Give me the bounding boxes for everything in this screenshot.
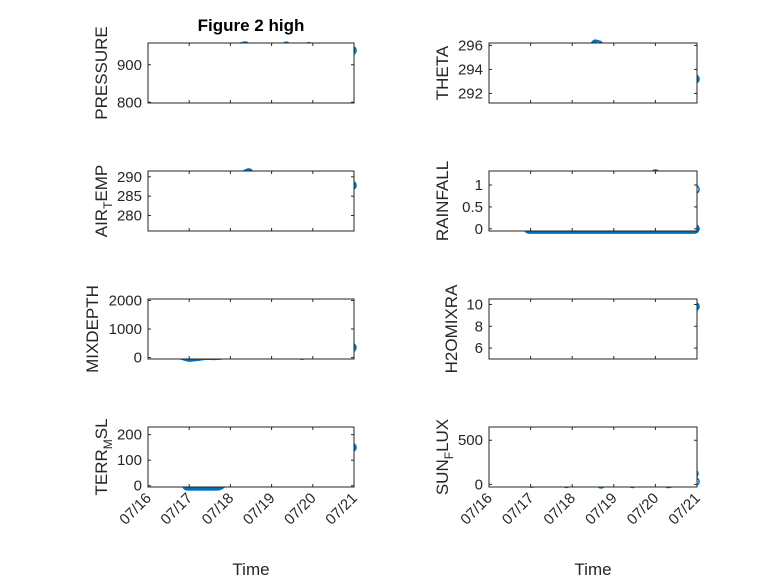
y-axis-label: MIXDEPTH	[83, 285, 102, 373]
y-tick-label: 200	[117, 427, 142, 444]
y-axis-label: RAINFALL	[433, 161, 452, 241]
y-tick-label: 294	[458, 61, 483, 78]
pressure-panel: 800 900 PRESSURE Figure 2 high	[92, 16, 357, 120]
x-tick-label: 07/19	[240, 490, 279, 529]
y-tick-label: 6	[475, 340, 483, 357]
x-tick-label: 07/18	[540, 490, 579, 529]
axes-frame	[147, 426, 355, 488]
y-axis-label: AIRTEMP	[92, 165, 115, 238]
y-axis-label: THETA	[433, 45, 452, 100]
y-tick-label: 285	[117, 188, 142, 205]
y-tick-label: 290	[117, 169, 142, 186]
y-tick-label: 900	[117, 57, 142, 74]
axes-frame	[488, 298, 698, 360]
y-tick-label: 800	[117, 94, 142, 111]
x-tick-label: 07/17	[499, 490, 538, 529]
y-axis-label: H2OMIXRA	[442, 284, 461, 373]
x-tick-label: 07/20	[281, 490, 320, 529]
axes-frame	[147, 42, 355, 104]
y-tick-label: 100	[117, 452, 142, 469]
x-tick-label: 07/17	[157, 490, 196, 529]
y-tick-label: 0	[475, 476, 483, 493]
x-tick-label: 07/20	[624, 490, 663, 529]
theta-panel: 292 294 296 THETA	[433, 37, 700, 104]
x-tick-label: 07/21	[665, 490, 704, 529]
axes-frame	[488, 426, 698, 488]
chart-title: Figure 2 high	[198, 16, 305, 35]
axes-frame	[488, 42, 698, 104]
x-tick-label: 07/16	[457, 490, 496, 529]
x-tick-label: 07/16	[116, 490, 155, 529]
y-tick-label: 0.5	[462, 199, 483, 216]
y-axis-label: PRESSURE	[92, 26, 111, 120]
y-tick-label: 292	[458, 85, 483, 102]
y-tick-label: 10	[466, 296, 483, 313]
y-tick-label: 0	[475, 221, 483, 238]
y-axis-label: SUNFLUX	[433, 419, 456, 495]
x-tick-label: 07/21	[322, 490, 361, 529]
mixdepth-panel: 0 1000 2000 MIXDEPTH	[83, 285, 357, 373]
axes-frame	[147, 170, 355, 232]
y-tick-label: 2000	[109, 292, 142, 309]
axes-frame	[147, 298, 355, 360]
x-axis-label: Time	[574, 560, 611, 579]
y-tick-label: 280	[117, 208, 142, 225]
x-tick-label: 07/19	[582, 490, 621, 529]
y-tick-label: 1	[475, 177, 483, 194]
h2omixra-panel: 6 8 10 H2OMIXRA	[442, 284, 700, 373]
x-axis-label: Time	[232, 560, 269, 579]
rainfall-panel: 0 0.5 1 RAINFALL	[433, 161, 700, 241]
y-tick-label: 8	[475, 318, 483, 335]
x-tick-label: 07/18	[199, 490, 238, 529]
y-tick-label: 500	[458, 432, 483, 449]
y-tick-label: 0	[134, 350, 142, 367]
y-tick-label: 1000	[109, 321, 142, 338]
y-tick-label: 0	[134, 478, 142, 495]
axes-frame	[488, 170, 698, 232]
y-tick-label: 296	[458, 37, 483, 54]
y-axis-label: TERRMSL	[92, 418, 115, 495]
